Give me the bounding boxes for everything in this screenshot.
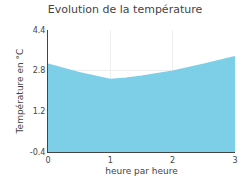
svg-text:-0.4: -0.4 — [30, 148, 46, 157]
svg-text:Evolution de la température: Evolution de la température — [48, 3, 203, 16]
svg-text:3: 3 — [232, 156, 237, 165]
svg-text:0: 0 — [45, 156, 50, 165]
svg-text:Température en °C: Température en °C — [15, 49, 25, 135]
svg-text:2.8: 2.8 — [33, 66, 46, 75]
svg-text:1: 1 — [108, 156, 113, 165]
svg-text:heure par heure: heure par heure — [105, 166, 178, 176]
svg-text:2: 2 — [170, 156, 175, 165]
svg-text:4.4: 4.4 — [33, 26, 46, 35]
svg-text:1.2: 1.2 — [33, 107, 46, 116]
